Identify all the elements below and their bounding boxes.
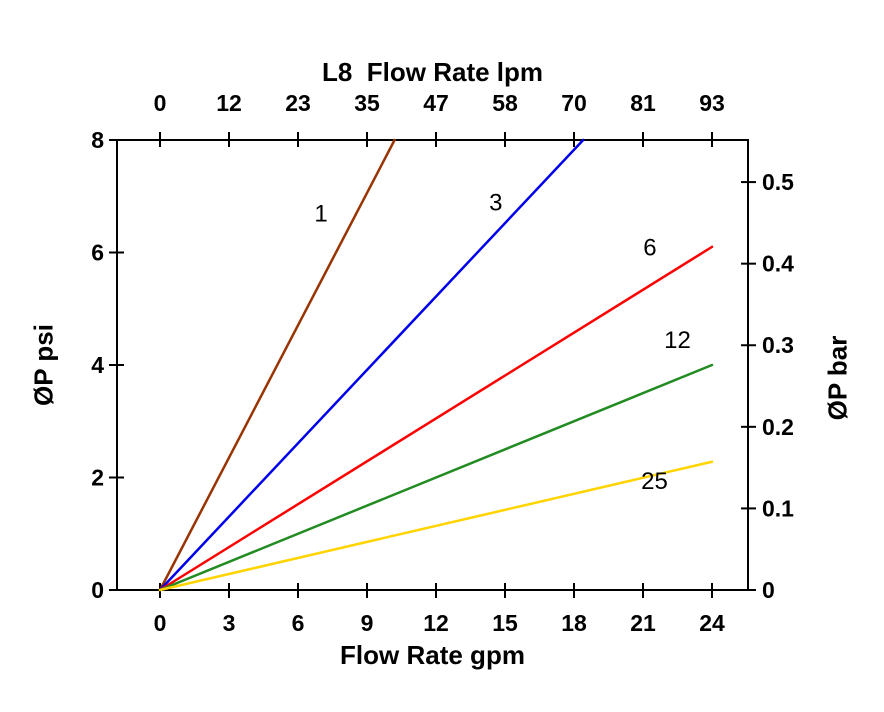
top-tick-label: 93 — [699, 90, 725, 116]
left-tick-label: 0 — [91, 577, 104, 603]
bottom-tick-label: 6 — [292, 610, 305, 636]
top-tick-label: 23 — [285, 90, 311, 116]
right-tick-label: 0 — [762, 577, 775, 603]
series-label-6: 6 — [643, 234, 656, 261]
bottom-tick-label: 0 — [154, 610, 167, 636]
series-label-1: 1 — [314, 201, 327, 228]
bottom-tick-label: 24 — [699, 610, 725, 636]
right-tick-label: 0.2 — [762, 414, 794, 440]
bottom-tick-label: 21 — [630, 610, 656, 636]
right-tick-label: 0.4 — [762, 251, 794, 277]
bottom-tick-label: 15 — [492, 610, 518, 636]
bottom-tick-label: 12 — [423, 610, 449, 636]
bottom-tick-label: 18 — [561, 610, 587, 636]
top-axis-title: L8 Flow Rate lpm — [321, 57, 544, 87]
series-label-12: 12 — [664, 327, 691, 354]
right-tick-label: 0.3 — [762, 332, 794, 358]
series-label-25: 25 — [641, 468, 668, 495]
top-tick-label: 70 — [561, 90, 587, 116]
top-tick-label: 12 — [216, 90, 242, 116]
top-tick-label: 81 — [630, 90, 656, 116]
top-tick-label: 47 — [423, 90, 449, 116]
left-tick-label: 8 — [91, 127, 104, 153]
left-tick-label: 4 — [91, 352, 104, 378]
right-tick-label: 0.5 — [762, 169, 794, 195]
bottom-axis-title: Flow Rate gpm — [340, 640, 525, 670]
series-line-25 — [158, 460, 714, 592]
top-tick-label: 58 — [492, 90, 518, 116]
series-line-6 — [158, 245, 714, 592]
series-label-3: 3 — [489, 189, 502, 216]
bottom-tick-label: 9 — [361, 610, 374, 636]
top-tick-label: 0 — [154, 90, 167, 116]
plot-border — [116, 139, 749, 591]
top-tick-label: 35 — [354, 90, 380, 116]
bottom-tick-label: 3 — [223, 610, 236, 636]
series-line-12 — [158, 363, 714, 592]
left-tick-label: 2 — [91, 465, 104, 491]
series-line-3 — [158, 138, 585, 592]
series-line-1 — [158, 138, 396, 592]
left-tick-label: 6 — [91, 240, 104, 266]
right-tick-label: 0.1 — [762, 495, 794, 521]
